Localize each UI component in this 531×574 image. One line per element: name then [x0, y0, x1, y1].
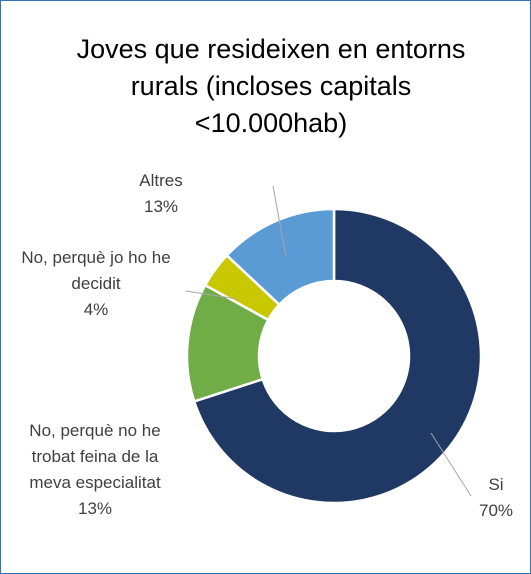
- leader-line: [430, 432, 472, 497]
- category-label: Altres: [139, 171, 183, 190]
- leader-line: [272, 185, 287, 258]
- category-label: No, perquè no he trobat feina de la meva…: [29, 421, 161, 492]
- data-label: Altres 13%: [111, 168, 211, 220]
- category-label: Si: [488, 475, 504, 494]
- donut-slice: [192, 207, 483, 505]
- value-label: 4%: [83, 300, 109, 319]
- data-label: No, perquè jo ho he decidit 4%: [21, 245, 171, 323]
- value-label: 13%: [77, 499, 113, 518]
- chart-title: Joves que resideixen en entorns rurals (…: [76, 34, 466, 138]
- value-label: 13%: [143, 197, 179, 216]
- donut-slice: [225, 207, 336, 307]
- leader-line: [185, 290, 238, 300]
- data-label: Si 70%: [456, 472, 530, 524]
- data-label: No, perquè no he trobat feina de la meva…: [11, 418, 179, 522]
- value-label: 70%: [478, 501, 514, 520]
- category-label: No, perquè jo ho he decidit: [21, 248, 171, 293]
